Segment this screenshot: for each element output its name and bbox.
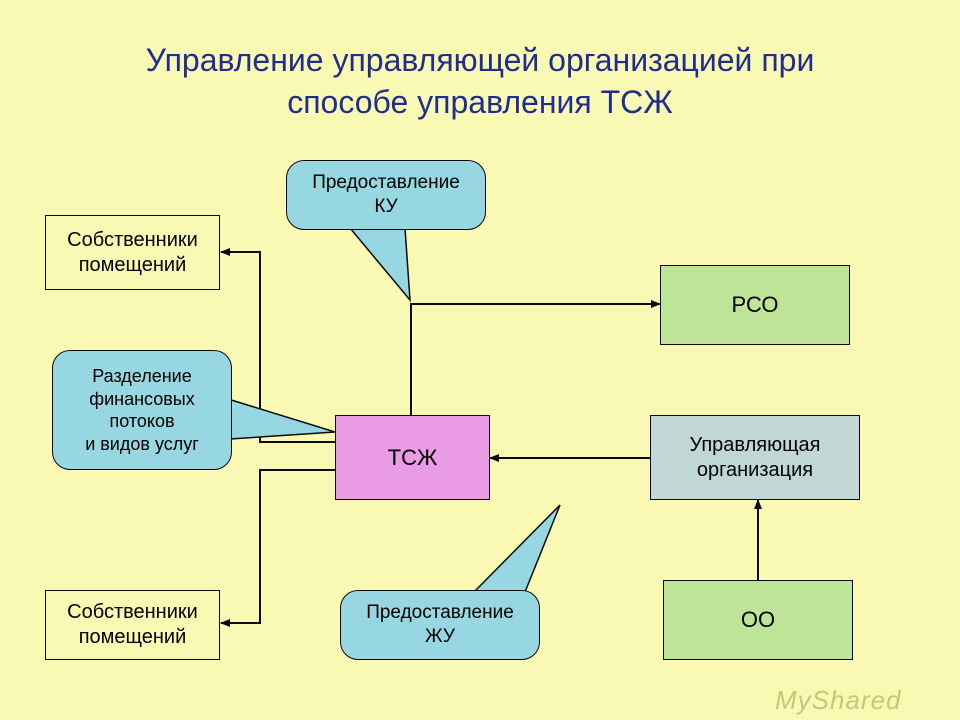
- node-owners-bottom: Собственникипомещений: [45, 590, 220, 660]
- callout-split-flows: Разделениефинансовыхпотокови видов услуг: [52, 350, 232, 470]
- node-rso: РСО: [660, 265, 850, 345]
- callout-label: Разделениефинансовыхпотокови видов услуг: [85, 365, 199, 455]
- node-label: Собственникипомещений: [67, 228, 198, 278]
- node-label: РСО: [732, 291, 779, 319]
- callout-label: ПредоставлениеКУ: [312, 171, 460, 219]
- node-label: ТСЖ: [388, 444, 438, 472]
- watermark-text: MyShared: [775, 685, 902, 715]
- node-label: ОО: [741, 606, 775, 634]
- callout-provide-zhu: ПредоставлениеЖУ: [340, 590, 540, 660]
- node-uk: Управляющаяорганизация: [650, 415, 860, 500]
- watermark: MyShared: [775, 685, 902, 716]
- callout-provide-ku: ПредоставлениеКУ: [286, 160, 486, 230]
- diagram-canvas: Управление управляющей организацией при …: [0, 0, 960, 720]
- node-label: Управляющаяорганизация: [690, 433, 821, 483]
- slide-title: Управление управляющей организацией при …: [50, 40, 910, 123]
- title-line2: способе управления ТСЖ: [287, 84, 673, 120]
- callout-label: ПредоставлениеЖУ: [366, 601, 514, 649]
- node-tszh: ТСЖ: [335, 415, 490, 500]
- node-label: Собственникипомещений: [67, 600, 198, 650]
- node-owners-top: Собственникипомещений: [45, 215, 220, 290]
- node-oo: ОО: [663, 580, 853, 660]
- title-line1: Управление управляющей организацией при: [146, 42, 815, 78]
